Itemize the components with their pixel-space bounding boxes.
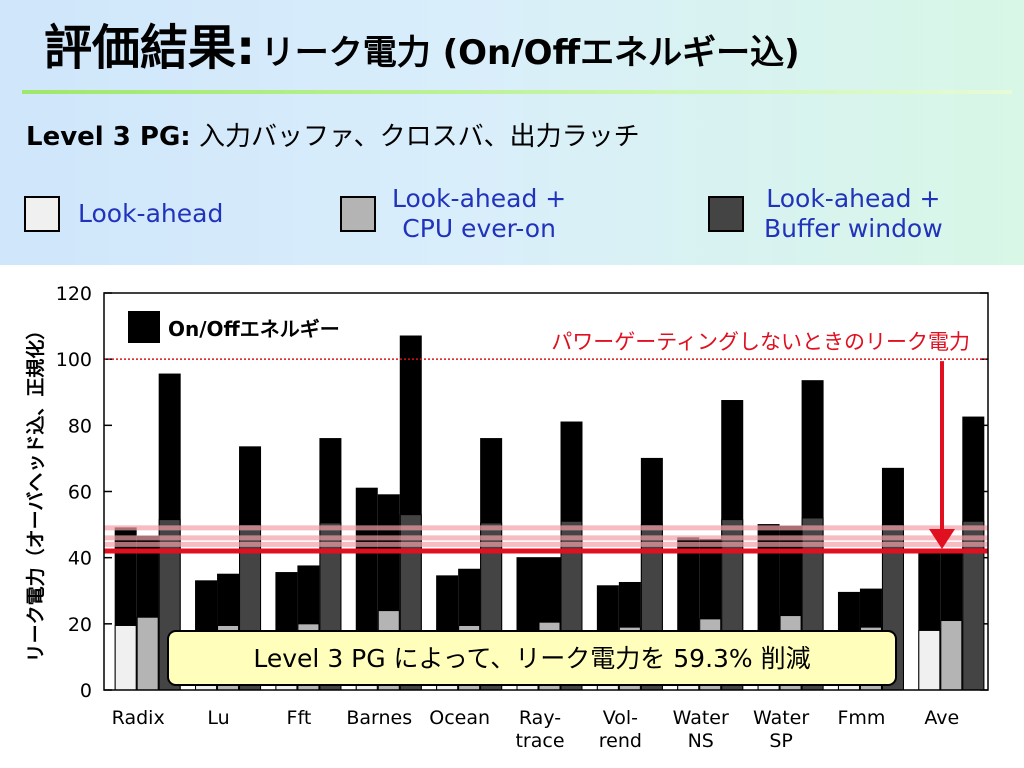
- x-tick-label: Ray-: [519, 707, 561, 729]
- y-axis-label: リーク電力（オーバヘッド込、正規化）: [24, 321, 47, 663]
- legend-label-cpu-ever-on: Look-ahead + CPU ever-on: [392, 184, 567, 243]
- x-tick-label: Water: [753, 707, 809, 729]
- reduction-arrow-head: [929, 529, 955, 550]
- x-tick-label: Radix: [112, 707, 165, 729]
- bar-chart: 0 20 40 60 80 100 120 リーク電力（オーバヘッド込、正規化） Radix Lu…: [24, 283, 989, 752]
- y-tick-label: 80: [68, 415, 92, 437]
- x-tick-label: Vol-: [603, 707, 638, 729]
- slide-title: 評価結果: リーク電力 (On/Offエネルギー込): [44, 8, 800, 78]
- x-tick-label-line2: SP: [769, 730, 793, 752]
- y-tick-label: 120: [56, 283, 92, 305]
- legend-swatch-look-ahead: [24, 196, 60, 232]
- bar-look-ahead: [918, 629, 941, 691]
- title-sub: リーク電力 (On/Offエネルギー込): [260, 33, 800, 73]
- bar-look-ahead: [114, 624, 137, 691]
- x-tick-label: Water: [673, 707, 729, 729]
- title-main: 評価結果:: [44, 20, 256, 76]
- y-tick-label: 0: [80, 680, 92, 702]
- legend-swatch-onoff: [128, 311, 160, 343]
- bar-cpu-ever-on: [940, 620, 963, 691]
- y-tick-label: 40: [68, 548, 92, 570]
- x-tick-label: Ocean: [429, 707, 490, 729]
- plot-frame: [103, 292, 989, 691]
- x-tick-label: Ave: [924, 707, 959, 729]
- x-tick-label-line2: trace: [515, 730, 564, 752]
- callout-box: [167, 630, 897, 686]
- legend-swatch-buffer-window: [708, 196, 744, 232]
- subtitle-bold: Level 3 PG:: [26, 122, 191, 152]
- bar-cpu-ever-on: [136, 616, 159, 691]
- title-divider: [22, 90, 1012, 94]
- slide-subtitle: Level 3 PG: 入力バッファ、クロスバ、出力ラッチ: [26, 116, 640, 153]
- y-tick-label: 20: [68, 614, 92, 636]
- x-tick-label: Barnes: [346, 707, 412, 729]
- legend-label-onoff: On/Offエネルギー: [168, 317, 340, 341]
- x-tick-label: Fft: [287, 707, 312, 729]
- x-tick-label: Fmm: [837, 707, 885, 729]
- subtitle-rest: 入力バッファ、クロスバ、出力ラッチ: [198, 122, 640, 152]
- x-tick-label: Lu: [207, 707, 229, 729]
- y-tick-label: 100: [56, 349, 92, 371]
- y-tick-label: 60: [68, 482, 92, 504]
- reference-line-label: パワーゲーティングしないときのリーク電力: [551, 330, 970, 354]
- legend-label-look-ahead: Look-ahead: [78, 199, 224, 228]
- legend-label-buffer-window: Look-ahead + Buffer window: [764, 184, 943, 243]
- x-tick-label-line2: NS: [688, 730, 714, 752]
- x-tick-label-line2: rend: [599, 730, 642, 752]
- slide-header: 評価結果: リーク電力 (On/Offエネルギー込) Level 3 PG: 入…: [0, 0, 1024, 265]
- legend-swatch-cpu-ever-on: [340, 196, 376, 232]
- callout-text: Level 3 PG によって、リーク電力を 59.3% 削減: [253, 644, 810, 673]
